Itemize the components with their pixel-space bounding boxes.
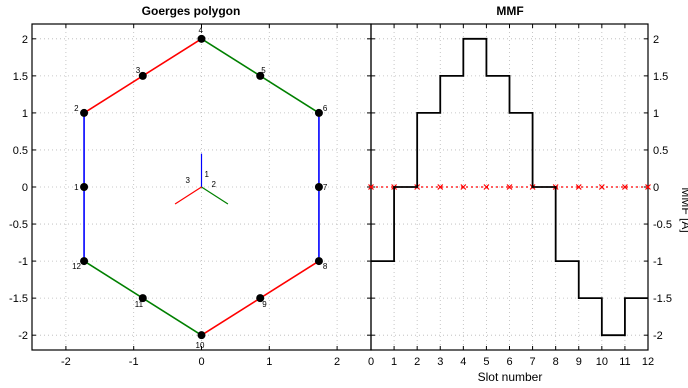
polygon-point: [80, 257, 89, 266]
polygon-point: [197, 331, 206, 340]
x-tick-label: 0: [198, 356, 204, 368]
y-tick-label: 1: [22, 108, 28, 120]
point-label: 1: [74, 183, 79, 192]
polygon-point: [314, 257, 323, 266]
x-tick-label: 1: [266, 356, 272, 368]
y-tick-label: 1.5: [13, 71, 28, 83]
polygon-point: [138, 294, 147, 303]
y-tick-label: 0.5: [653, 145, 668, 157]
x-tick-label: -1: [129, 356, 139, 368]
polygon-point: [256, 294, 265, 303]
y-tick-label: 0: [653, 182, 659, 194]
zero-marker: [460, 184, 467, 190]
zero-marker-stroke: [598, 184, 605, 190]
x-tick-label: 12: [642, 356, 654, 368]
phasor-label: 2: [212, 180, 217, 189]
y-tick-label: 2: [22, 34, 28, 46]
x-tick-label: -2: [61, 356, 71, 368]
phasor-arrow: [174, 186, 202, 205]
point-label: 7: [323, 183, 328, 192]
mmf-step-line: [371, 37, 648, 337]
point-label: 3: [136, 66, 141, 75]
point-label: 5: [261, 66, 266, 75]
phasor-label: 1: [205, 170, 210, 179]
y-tick-label: 2: [653, 34, 659, 46]
zero-marker-stroke: [460, 184, 467, 190]
zero-marker-stroke: [645, 184, 651, 190]
x-tick-label: 0: [368, 356, 374, 368]
polygon-point: [80, 108, 89, 117]
zero-marker-stroke: [506, 184, 513, 190]
x-tick-label: 2: [334, 356, 340, 368]
x-tick-label: 5: [483, 356, 489, 368]
mmf-plot: MMF Slot number MMF [A] 0 1 2 3 4 5 6 7 8 9 10 11 12…: [368, 4, 688, 384]
polygon-point: [256, 71, 265, 80]
y-tick-label: 1: [653, 108, 659, 120]
y-tick-label: -0.5: [653, 219, 672, 231]
x-tick-label: 4: [460, 356, 466, 368]
zero-marker: [437, 184, 444, 190]
zero-marker: [368, 184, 374, 190]
polygon-point: [138, 71, 147, 80]
zero-marker-stroke: [437, 184, 444, 190]
y-tick-label: 0.5: [13, 145, 28, 157]
point-label: 8: [323, 262, 328, 271]
x-tick-label: 3: [437, 356, 443, 368]
zero-marker-stroke: [575, 184, 582, 190]
point-label: 2: [74, 104, 79, 113]
x-tick-label: 7: [530, 356, 536, 368]
zero-marker-stroke: [483, 184, 490, 190]
x-tick-label: 11: [619, 356, 630, 368]
y-tick-label: -1: [653, 256, 663, 268]
left-title: Goerges polygon: [142, 4, 241, 18]
y-tick-label: -1.5: [9, 293, 28, 305]
y-tick-label: -0.5: [9, 219, 28, 231]
goerges-polygon-plot: Goerges polygon -2 -1 0 1 2-2-1.5-1-0.500.51…: [9, 4, 372, 368]
phasor-arrow: [201, 186, 229, 205]
x-tick-label: 10: [596, 356, 608, 368]
y-tick-label: -1: [18, 256, 28, 268]
zero-marker: [483, 184, 490, 190]
x-tick-label: 9: [576, 356, 582, 368]
polygon-point: [314, 108, 323, 117]
y-tick-label: -1.5: [653, 293, 672, 305]
polygon-point: [197, 34, 206, 43]
x-tick-label: 6: [506, 356, 512, 368]
point-label: 6: [323, 104, 328, 113]
y-tick-label: 1.5: [653, 71, 668, 83]
zero-marker: [598, 184, 605, 190]
point-label: 12: [72, 262, 81, 271]
zero-marker-stroke: [621, 184, 628, 190]
zero-marker: [575, 184, 582, 190]
zero-marker: [645, 184, 651, 190]
y-tick-label: -2: [18, 330, 28, 342]
x-tick-label: 1: [391, 356, 397, 368]
point-label: 11: [135, 300, 144, 309]
point-label: 9: [262, 300, 267, 309]
zero-marker-stroke: [368, 184, 374, 190]
point-label: 4: [199, 26, 204, 35]
zero-marker: [621, 184, 628, 190]
polygon-point: [314, 183, 323, 191]
y-tick-label: -2: [653, 330, 663, 342]
x-tick-label: 2: [414, 356, 420, 368]
right-title: MMF: [496, 4, 523, 18]
y-tick-label: 0: [22, 182, 28, 194]
x-tick-label: 8: [553, 356, 559, 368]
y-axis-label: MMF [A]: [679, 187, 688, 232]
point-label: 10: [196, 341, 205, 350]
polygon-point: [80, 183, 89, 191]
phasor-label: 3: [186, 176, 191, 185]
zero-marker: [506, 184, 513, 190]
x-axis-label: Slot number: [478, 370, 543, 384]
